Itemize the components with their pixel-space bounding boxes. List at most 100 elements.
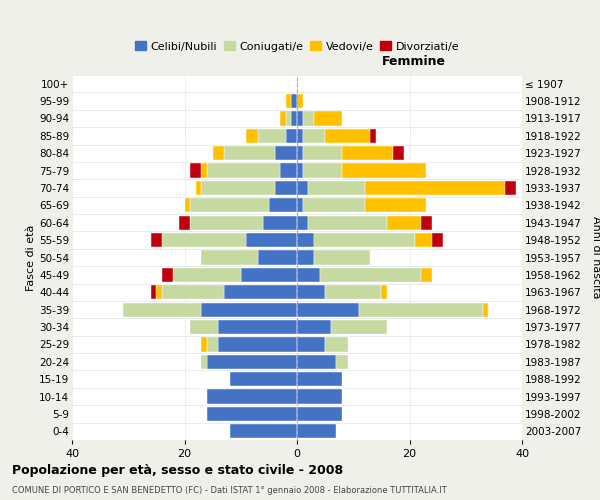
Bar [297,320,331,334]
Bar [297,216,308,230]
Bar [275,146,297,160]
Bar [247,233,297,247]
Bar [365,198,427,212]
Bar [157,285,162,300]
Legend: Celibi/Nubili, Coniugati/e, Vedovi/e, Divorziati/e: Celibi/Nubili, Coniugati/e, Vedovi/e, Di… [130,37,464,56]
Bar [302,128,325,143]
Bar [185,198,190,212]
Bar [280,112,286,126]
Bar [382,285,387,300]
Bar [297,354,337,369]
Y-axis label: Anni di nascita: Anni di nascita [591,216,600,298]
Bar [387,216,421,230]
Bar [297,250,314,264]
Bar [280,164,297,177]
Bar [297,390,342,404]
Bar [302,164,342,177]
Bar [297,112,302,126]
Bar [292,94,297,108]
Bar [392,146,404,160]
Bar [320,268,421,282]
Bar [342,164,427,177]
Bar [365,181,505,195]
Bar [173,268,241,282]
Text: COMUNE DI PORTICO E SAN BENEDETTO (FC) - Dati ISTAT 1° gennaio 2008 - Elaborazio: COMUNE DI PORTICO E SAN BENEDETTO (FC) -… [12,486,447,495]
Bar [302,198,365,212]
Bar [297,338,325,351]
Bar [224,285,297,300]
Bar [202,302,297,317]
Bar [297,198,302,212]
Bar [302,112,314,126]
Bar [370,128,376,143]
Bar [297,372,342,386]
Bar [314,112,342,126]
Bar [179,216,190,230]
Bar [359,302,482,317]
Text: Popolazione per età, sesso e stato civile - 2008: Popolazione per età, sesso e stato civil… [12,464,343,477]
Bar [297,164,302,177]
Bar [432,233,443,247]
Bar [297,233,314,247]
Bar [337,354,347,369]
Bar [247,128,257,143]
Bar [314,233,415,247]
Bar [207,407,297,421]
Bar [342,146,392,160]
Bar [297,424,337,438]
Bar [421,268,432,282]
Bar [241,268,297,282]
Bar [297,128,302,143]
Bar [202,164,207,177]
Bar [421,216,432,230]
Bar [207,390,297,404]
Bar [190,320,218,334]
Bar [257,250,297,264]
Bar [308,216,387,230]
Bar [162,285,224,300]
Bar [263,216,297,230]
Bar [331,320,387,334]
Bar [207,354,297,369]
Bar [151,285,157,300]
Bar [207,164,280,177]
Bar [286,94,292,108]
Bar [286,112,292,126]
Bar [292,112,297,126]
Text: Femmine: Femmine [382,54,446,68]
Bar [325,285,382,300]
Bar [297,181,308,195]
Bar [286,128,297,143]
Bar [297,146,302,160]
Bar [196,181,202,195]
Bar [202,181,275,195]
Bar [415,233,432,247]
Bar [162,233,247,247]
Bar [269,198,297,212]
Bar [308,181,365,195]
Bar [297,302,359,317]
Bar [297,285,325,300]
Bar [218,338,297,351]
Bar [207,338,218,351]
Bar [257,128,286,143]
Bar [229,424,297,438]
Bar [202,250,257,264]
Bar [482,302,488,317]
Bar [325,128,370,143]
Bar [505,181,517,195]
Bar [212,146,224,160]
Bar [325,338,347,351]
Bar [202,354,207,369]
Bar [162,268,173,282]
Bar [229,372,297,386]
Bar [224,146,275,160]
Bar [275,181,297,195]
Bar [297,268,320,282]
Bar [122,302,202,317]
Bar [314,250,370,264]
Bar [151,233,162,247]
Bar [297,94,302,108]
Bar [218,320,297,334]
Bar [190,216,263,230]
